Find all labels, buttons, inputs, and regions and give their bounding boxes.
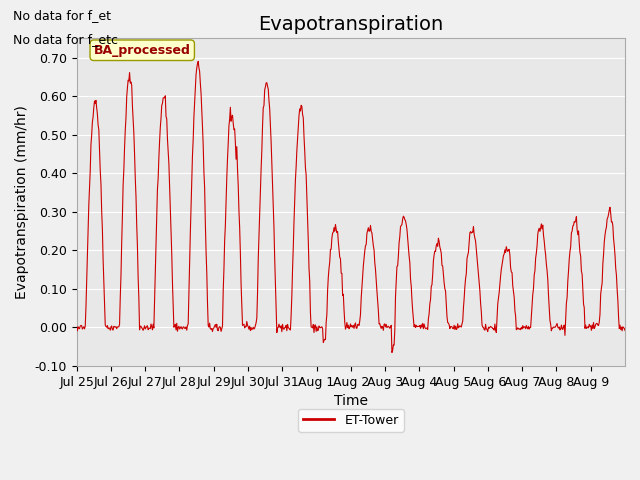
- Y-axis label: Evapotranspiration (mm/hr): Evapotranspiration (mm/hr): [15, 105, 29, 299]
- Legend: ET-Tower: ET-Tower: [298, 409, 404, 432]
- Title: Evapotranspiration: Evapotranspiration: [258, 15, 444, 34]
- X-axis label: Time: Time: [334, 394, 368, 408]
- Text: BA_processed: BA_processed: [94, 44, 191, 57]
- Text: No data for f_et: No data for f_et: [13, 9, 111, 22]
- Text: No data for f_etc: No data for f_etc: [13, 33, 118, 46]
